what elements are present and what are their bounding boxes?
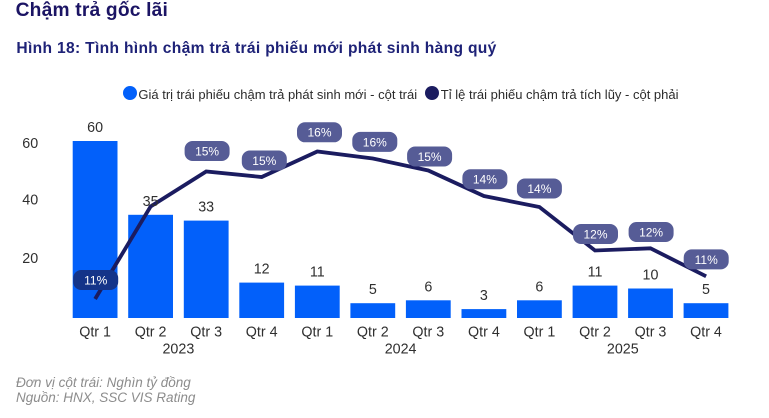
svg-text:15%: 15% — [252, 154, 276, 168]
svg-text:15%: 15% — [195, 144, 219, 158]
svg-text:2024: 2024 — [385, 342, 417, 358]
svg-text:5: 5 — [702, 282, 710, 298]
svg-text:6: 6 — [424, 279, 432, 295]
svg-text:20: 20 — [22, 251, 38, 267]
svg-text:40: 40 — [22, 193, 38, 209]
svg-text:33: 33 — [198, 200, 214, 216]
svg-text:3: 3 — [480, 288, 488, 304]
svg-text:11%: 11% — [695, 253, 718, 267]
svg-text:14%: 14% — [473, 173, 497, 187]
svg-text:Qtr 2: Qtr 2 — [357, 324, 389, 340]
svg-text:Qtr 3: Qtr 3 — [190, 324, 222, 340]
svg-text:6: 6 — [535, 279, 543, 295]
svg-text:2023: 2023 — [162, 342, 194, 358]
svg-text:Qtr 2: Qtr 2 — [135, 324, 167, 340]
svg-text:Qtr 4: Qtr 4 — [468, 324, 500, 340]
svg-text:16%: 16% — [307, 126, 331, 140]
svg-text:Qtr 4: Qtr 4 — [690, 324, 722, 340]
svg-text:60: 60 — [22, 136, 38, 152]
svg-text:12%: 12% — [583, 227, 607, 241]
svg-text:Qtr 3: Qtr 3 — [412, 324, 444, 340]
svg-text:11: 11 — [310, 265, 325, 281]
svg-text:Qtr 1: Qtr 1 — [79, 324, 111, 340]
svg-text:Qtr 3: Qtr 3 — [635, 324, 667, 340]
svg-text:5: 5 — [369, 282, 377, 298]
svg-text:16%: 16% — [363, 135, 387, 149]
svg-text:12: 12 — [254, 262, 270, 278]
svg-text:2025: 2025 — [607, 342, 639, 358]
svg-text:10: 10 — [643, 268, 659, 284]
svg-text:11: 11 — [588, 265, 603, 281]
svg-text:15%: 15% — [418, 150, 442, 164]
svg-text:14%: 14% — [527, 182, 551, 196]
svg-text:Qtr 4: Qtr 4 — [246, 324, 278, 340]
svg-text:12%: 12% — [639, 225, 663, 239]
svg-text:11%: 11% — [84, 273, 107, 287]
svg-text:Qtr 2: Qtr 2 — [579, 324, 611, 340]
svg-text:35: 35 — [143, 194, 159, 210]
svg-text:Qtr 1: Qtr 1 — [524, 324, 556, 340]
svg-text:60: 60 — [87, 120, 103, 136]
svg-text:Qtr 1: Qtr 1 — [301, 324, 333, 340]
